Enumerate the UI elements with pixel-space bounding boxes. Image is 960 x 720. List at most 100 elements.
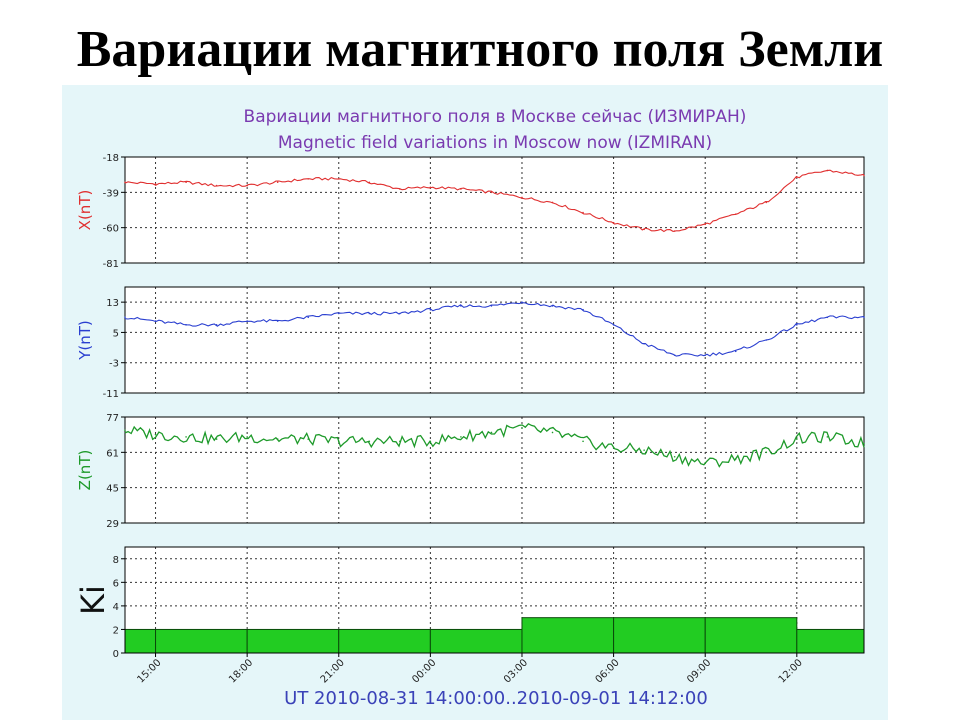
x-tick-label: 03:00 bbox=[502, 657, 530, 685]
x-data-point bbox=[276, 181, 279, 184]
ki-bar bbox=[124, 628, 157, 654]
z-data-point bbox=[643, 449, 645, 451]
ki-bar bbox=[521, 617, 615, 654]
x-data-point bbox=[185, 181, 187, 184]
x-data-point bbox=[612, 221, 615, 224]
y-data-point bbox=[612, 324, 615, 326]
x-data-point bbox=[154, 183, 157, 185]
z-data-point bbox=[429, 440, 432, 443]
z-ytick-label: 45 bbox=[106, 484, 119, 495]
ki-bar bbox=[338, 628, 431, 654]
y-data-point bbox=[863, 316, 865, 319]
x-ytick-label: -81 bbox=[103, 259, 119, 270]
x-data-point bbox=[643, 228, 645, 231]
x-ytick-label: -18 bbox=[103, 153, 119, 164]
y-data-point bbox=[124, 316, 126, 319]
z-data-point bbox=[399, 440, 401, 443]
z-data-point bbox=[704, 462, 707, 465]
y-data-point bbox=[307, 316, 310, 319]
y-series-line bbox=[124, 302, 865, 357]
ki-axis-label: Ki bbox=[74, 585, 112, 615]
z-data-point bbox=[612, 447, 615, 449]
y-data-point bbox=[796, 324, 798, 326]
z-data-point bbox=[582, 440, 584, 443]
z-axis-label: Z(nT) bbox=[76, 450, 94, 491]
z-ytick-label: 29 bbox=[106, 519, 119, 530]
y-data-point bbox=[582, 308, 584, 311]
y-data-point bbox=[460, 305, 462, 307]
z-data-point bbox=[551, 431, 554, 434]
x-data-point bbox=[246, 184, 248, 187]
y-ytick-label: 5 bbox=[113, 328, 119, 339]
ki-ytick-label: 6 bbox=[113, 578, 119, 589]
y-ytick-label: -3 bbox=[109, 359, 119, 370]
z-series-line bbox=[124, 422, 865, 468]
z-frame bbox=[124, 416, 865, 524]
y-data-point bbox=[337, 312, 340, 315]
y-data-point bbox=[734, 350, 737, 353]
y-data-point bbox=[490, 305, 493, 307]
x-ytick-label: -39 bbox=[103, 188, 119, 199]
ki-bar bbox=[704, 617, 798, 654]
z-data-point bbox=[796, 438, 798, 440]
x-data-point bbox=[863, 174, 865, 177]
x-data-point bbox=[704, 223, 707, 226]
y-plot-area bbox=[125, 287, 864, 393]
ki-bar bbox=[246, 628, 340, 654]
chart-subtitle: Magnetic field variations in Moscow now … bbox=[278, 133, 712, 153]
z-data-point bbox=[154, 433, 157, 436]
magnetic-variation-chart: Вариации магнитного поля в Москве сейчас… bbox=[74, 107, 865, 709]
ki-ytick-label: 2 bbox=[113, 625, 119, 636]
x-data-point bbox=[460, 188, 462, 190]
x-data-point bbox=[582, 211, 584, 214]
ki-bar bbox=[796, 628, 865, 654]
x-tick-label: 15:00 bbox=[135, 657, 163, 685]
z-data-point bbox=[307, 438, 310, 440]
z-data-point bbox=[490, 431, 493, 434]
z-data-point bbox=[734, 458, 737, 460]
z-data-point bbox=[215, 438, 218, 440]
y-ytick-label: 13 bbox=[106, 298, 119, 309]
z-ytick-label: 77 bbox=[106, 413, 119, 424]
y-data-point bbox=[276, 320, 279, 322]
x-data-point bbox=[124, 181, 126, 184]
x-tick-label: 18:00 bbox=[227, 657, 255, 685]
y-data-point bbox=[826, 316, 829, 319]
x-tick-label: 21:00 bbox=[319, 657, 347, 685]
ki-ytick-label: 8 bbox=[113, 555, 119, 566]
x-tick-label: 09:00 bbox=[685, 657, 713, 685]
z-data-point bbox=[673, 455, 676, 458]
y-data-point bbox=[368, 312, 371, 315]
plots-group: -18 -39 -60 -81 X(nT) 13 5 -3 -11 Y(nT) 77 61 45 29 Z(… bbox=[74, 153, 865, 686]
y-data-point bbox=[154, 320, 157, 322]
z-data-point bbox=[826, 436, 829, 438]
z-data-point bbox=[246, 436, 248, 438]
ki-bar bbox=[429, 628, 523, 654]
z-data-point bbox=[185, 436, 187, 438]
x-data-point bbox=[796, 176, 798, 178]
z-data-point bbox=[368, 440, 371, 443]
y-axis-label: Y(nT) bbox=[76, 320, 94, 361]
chart-panel: Вариации магнитного поля в Москве сейчас… bbox=[62, 85, 888, 720]
x-plot-area bbox=[125, 157, 864, 263]
z-data-point bbox=[124, 429, 126, 432]
y-data-point bbox=[765, 339, 768, 341]
x-data-point bbox=[734, 213, 737, 216]
y-data-point bbox=[215, 324, 218, 326]
y-data-point bbox=[521, 301, 523, 303]
z-plot-area bbox=[125, 417, 864, 523]
ki-frame-top bbox=[124, 546, 865, 654]
y-data-point bbox=[673, 354, 676, 356]
z-data-point bbox=[460, 436, 462, 438]
x-data-point bbox=[673, 230, 676, 232]
y-data-point bbox=[551, 305, 554, 307]
z-data-point bbox=[276, 438, 279, 440]
ki-bar bbox=[613, 617, 706, 654]
x-axis-label: UT 2010-08-31 14:00:00..2010-09-01 14:12… bbox=[284, 688, 708, 709]
ki-ytick-label: 0 bbox=[113, 649, 119, 660]
x-axis-label: X(nT) bbox=[76, 190, 94, 231]
y-data-point bbox=[185, 324, 187, 326]
x-tick-label: 06:00 bbox=[594, 657, 622, 685]
y-data-point bbox=[704, 354, 707, 356]
y-frame bbox=[124, 286, 865, 394]
